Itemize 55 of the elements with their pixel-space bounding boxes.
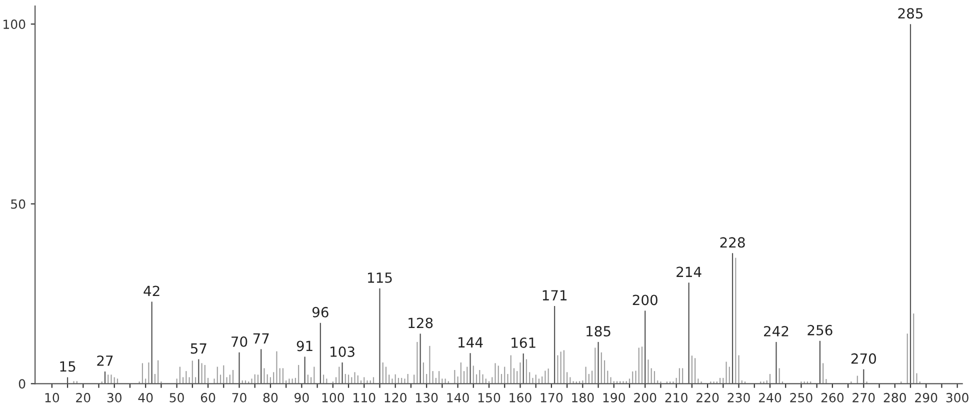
x-tick-label: 40 <box>138 392 153 402</box>
x-tick-label: 210 <box>665 392 688 402</box>
x-tick-label: 290 <box>915 392 938 402</box>
x-tick-label: 260 <box>821 392 844 402</box>
annotation: 96 <box>312 306 328 318</box>
annotation: 57 <box>190 343 206 354</box>
y-tick-label: 100 <box>4 20 26 29</box>
x-tick-label: 90 <box>294 392 309 402</box>
x-tick-label: 280 <box>884 392 906 402</box>
annotation: 103 <box>330 346 354 357</box>
annotation: 128 <box>408 318 433 328</box>
x-tick-label: 50 <box>170 392 184 402</box>
x-tick-label: 300 <box>946 392 968 402</box>
annotation: 91 <box>296 340 312 352</box>
x-tick-label: 160 <box>510 392 532 402</box>
annotation: 200 <box>632 294 658 306</box>
annotation: 171 <box>542 290 567 300</box>
x-tick-label: 200 <box>634 392 656 402</box>
x-tick-label: 110 <box>354 392 376 402</box>
x-tick-label: 170 <box>540 392 563 402</box>
x-tick-label: 100 <box>322 392 344 402</box>
x-tick-label: 180 <box>572 392 594 402</box>
annotation: 285 <box>898 8 923 19</box>
annotation: 161 <box>512 337 536 348</box>
x-tick-label: 140 <box>447 392 469 402</box>
annotation: 42 <box>144 286 160 296</box>
x-tick-label: 120 <box>384 392 406 402</box>
y-tick-label: 0 <box>18 379 26 389</box>
annotation: 70 <box>232 336 248 347</box>
x-tick-label: 130 <box>416 392 438 402</box>
x-tick-label: 10 <box>45 392 60 402</box>
x-tick-label: 150 <box>478 392 500 402</box>
annotation: 27 <box>97 355 113 366</box>
annotation: 256 <box>808 324 832 336</box>
x-tick-label: 220 <box>696 392 719 402</box>
x-tick-label: 230 <box>728 392 750 402</box>
annotation: 270 <box>851 353 876 364</box>
x-tick-label: 70 <box>232 392 246 402</box>
annotation: 144 <box>458 337 483 348</box>
x-tick-label: 30 <box>107 392 122 402</box>
annotation: 214 <box>676 266 702 277</box>
x-tick-label: 20 <box>76 392 90 402</box>
annotation: 185 <box>586 326 610 336</box>
y-tick-label: 50 <box>11 199 26 209</box>
annotation: 228 <box>720 237 745 248</box>
annotation: 242 <box>764 326 788 336</box>
annotation: 15 <box>60 361 76 372</box>
x-tick-label: 60 <box>200 392 216 402</box>
x-tick-label: 250 <box>790 392 812 402</box>
x-tick-label: 80 <box>263 392 278 402</box>
x-tick-label: 240 <box>758 392 782 402</box>
x-tick-label: 270 <box>852 392 875 402</box>
annotation: 115 <box>368 272 392 283</box>
x-tick-label: 190 <box>603 392 625 402</box>
annotation: 77 <box>253 333 269 344</box>
